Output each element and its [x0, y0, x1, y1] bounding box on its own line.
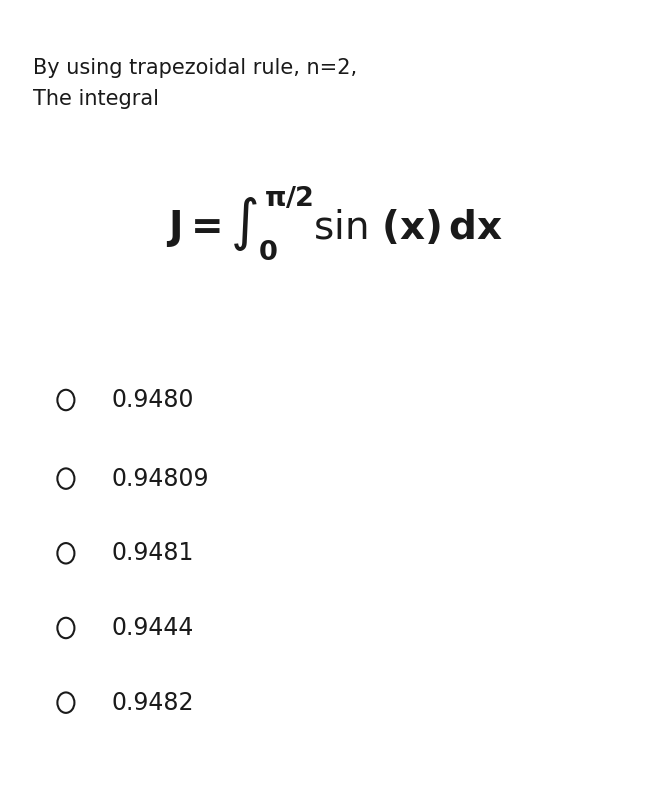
Text: 0.94809: 0.94809	[112, 466, 209, 490]
Text: $\mathbf{J = \int_{0}^{\pi/2} \sin\,(x)\,dx}$: $\mathbf{J = \int_{0}^{\pi/2} \sin\,(x)\…	[166, 184, 503, 262]
Text: 0.9482: 0.9482	[112, 690, 194, 714]
Text: By using trapezoidal rule, n=2,: By using trapezoidal rule, n=2,	[33, 58, 357, 78]
Text: 0.9481: 0.9481	[112, 542, 194, 566]
Text: The integral: The integral	[33, 90, 159, 110]
Text: 0.9444: 0.9444	[112, 616, 194, 640]
Text: 0.9480: 0.9480	[112, 388, 194, 412]
